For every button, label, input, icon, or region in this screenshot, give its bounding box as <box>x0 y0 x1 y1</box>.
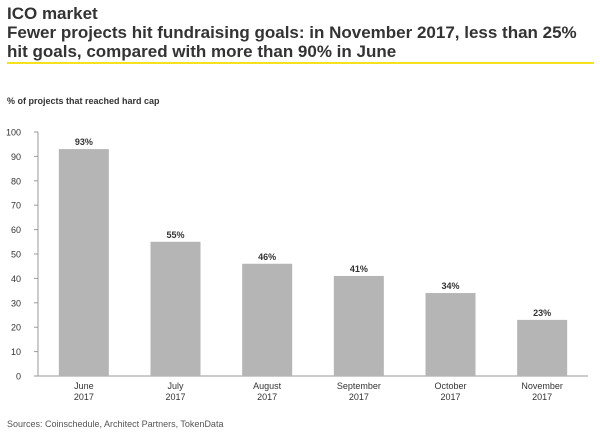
y-tick-label: 70 <box>11 201 21 211</box>
bar <box>517 319 568 376</box>
bar <box>425 293 476 376</box>
bar-data-label: 23% <box>533 308 551 318</box>
bar <box>333 275 384 376</box>
bar-data-label: 34% <box>441 281 459 291</box>
source-note: Sources: Coinschedule, Architect Partner… <box>7 419 224 429</box>
y-tick-label: 30 <box>11 298 21 308</box>
chart-subtitle: Fewer projects hit fundraising goals: in… <box>7 23 577 61</box>
x-tick-label: July <box>167 381 184 391</box>
bar-data-label: 93% <box>75 137 93 147</box>
x-tick-label: November <box>521 381 563 391</box>
bar-data-label: 46% <box>258 252 276 262</box>
chart-header: ICO market Fewer projects hit fundraisin… <box>7 4 593 61</box>
bar <box>150 241 201 376</box>
y-tick-label: 10 <box>11 347 21 357</box>
x-tick-label: June <box>74 381 94 391</box>
x-tick-label: 2017 <box>165 392 185 402</box>
y-tick-label: 20 <box>11 323 21 333</box>
x-tick-label: 2017 <box>440 392 460 402</box>
y-tick-label: 100 <box>6 128 21 138</box>
chart-title: ICO market <box>7 4 98 23</box>
bar <box>58 149 109 376</box>
bar <box>242 263 293 376</box>
x-tick-label: October <box>434 381 466 391</box>
y-tick-label: 40 <box>11 274 21 284</box>
x-tick-label: 2017 <box>532 392 552 402</box>
y-tick-label: 80 <box>11 176 21 186</box>
x-tick-label: September <box>337 381 381 391</box>
x-tick-label: 2017 <box>349 392 369 402</box>
x-tick-label: 2017 <box>74 392 94 402</box>
bar-data-label: 55% <box>166 230 184 240</box>
y-tick-label: 0 <box>16 372 21 382</box>
x-tick-label: August <box>253 381 282 391</box>
bar-data-label: 41% <box>350 264 368 274</box>
y-tick-label: 90 <box>11 152 21 162</box>
y-tick-label: 60 <box>11 225 21 235</box>
title-divider <box>7 62 594 64</box>
y-axis-label: % of projects that reached hard cap <box>7 96 160 106</box>
x-tick-label: 2017 <box>257 392 277 402</box>
y-tick-label: 50 <box>11 250 21 260</box>
